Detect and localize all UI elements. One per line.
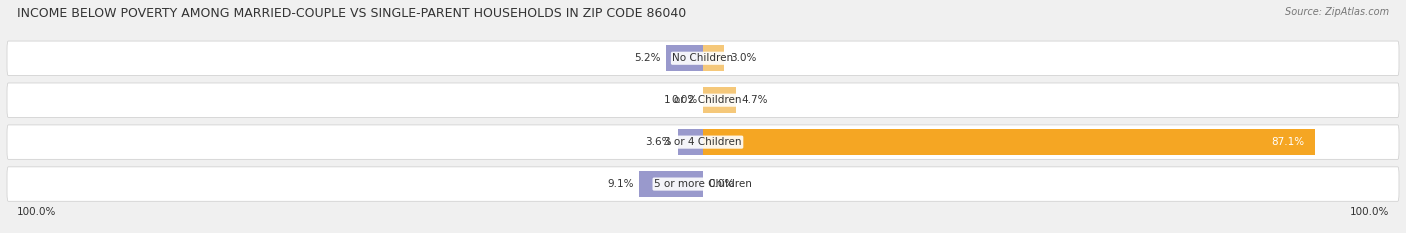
Text: 0.0%: 0.0% — [709, 179, 735, 189]
Text: 3.6%: 3.6% — [645, 137, 672, 147]
Bar — [703, 129, 1316, 155]
Text: No Children: No Children — [672, 53, 734, 63]
Bar — [703, 87, 737, 113]
Text: 0.0%: 0.0% — [671, 95, 697, 105]
Text: INCOME BELOW POVERTY AMONG MARRIED-COUPLE VS SINGLE-PARENT HOUSEHOLDS IN ZIP COD: INCOME BELOW POVERTY AMONG MARRIED-COUPL… — [17, 7, 686, 20]
FancyBboxPatch shape — [7, 125, 1399, 159]
Text: 4.7%: 4.7% — [742, 95, 768, 105]
Text: 87.1%: 87.1% — [1271, 137, 1305, 147]
Text: 3 or 4 Children: 3 or 4 Children — [664, 137, 742, 147]
Text: Source: ZipAtlas.com: Source: ZipAtlas.com — [1285, 7, 1389, 17]
Text: 9.1%: 9.1% — [607, 179, 633, 189]
Bar — [678, 129, 703, 155]
Bar — [640, 171, 703, 197]
FancyBboxPatch shape — [7, 83, 1399, 117]
FancyBboxPatch shape — [7, 41, 1399, 75]
Text: 1 or 2 Children: 1 or 2 Children — [664, 95, 742, 105]
Bar — [703, 45, 724, 71]
Text: 100.0%: 100.0% — [17, 207, 56, 217]
Bar — [666, 45, 703, 71]
Text: 100.0%: 100.0% — [1350, 207, 1389, 217]
Text: 5 or more Children: 5 or more Children — [654, 179, 752, 189]
Text: 3.0%: 3.0% — [730, 53, 756, 63]
FancyBboxPatch shape — [7, 167, 1399, 201]
Text: 5.2%: 5.2% — [634, 53, 661, 63]
